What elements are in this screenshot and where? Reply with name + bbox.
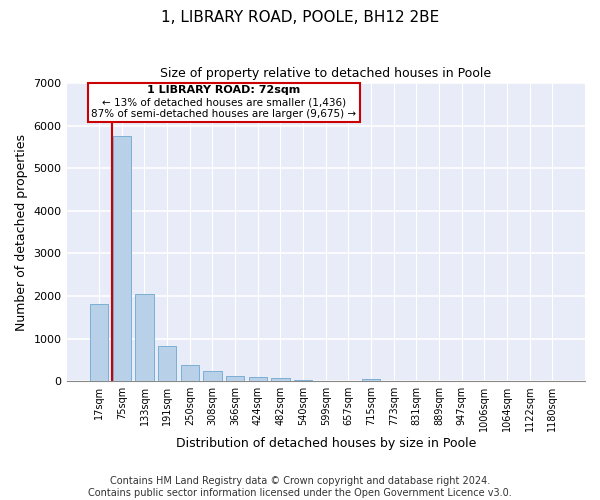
Bar bbox=[158, 346, 176, 381]
Bar bbox=[249, 378, 267, 381]
Bar bbox=[181, 366, 199, 381]
Bar bbox=[294, 380, 312, 381]
Bar bbox=[362, 379, 380, 381]
Y-axis label: Number of detached properties: Number of detached properties bbox=[15, 134, 28, 330]
Bar bbox=[113, 136, 131, 381]
Bar bbox=[203, 371, 221, 381]
Bar bbox=[226, 376, 244, 381]
Bar bbox=[90, 304, 108, 381]
Text: 1, LIBRARY ROAD, POOLE, BH12 2BE: 1, LIBRARY ROAD, POOLE, BH12 2BE bbox=[161, 10, 439, 25]
Bar bbox=[88, 83, 360, 122]
Bar bbox=[136, 294, 154, 381]
Text: 87% of semi-detached houses are larger (9,675) →: 87% of semi-detached houses are larger (… bbox=[91, 110, 356, 120]
X-axis label: Distribution of detached houses by size in Poole: Distribution of detached houses by size … bbox=[176, 437, 476, 450]
Text: Contains HM Land Registry data © Crown copyright and database right 2024.
Contai: Contains HM Land Registry data © Crown c… bbox=[88, 476, 512, 498]
Bar bbox=[271, 378, 290, 381]
Text: ← 13% of detached houses are smaller (1,436): ← 13% of detached houses are smaller (1,… bbox=[102, 97, 346, 107]
Text: 1 LIBRARY ROAD: 72sqm: 1 LIBRARY ROAD: 72sqm bbox=[147, 85, 301, 95]
Title: Size of property relative to detached houses in Poole: Size of property relative to detached ho… bbox=[160, 68, 491, 80]
